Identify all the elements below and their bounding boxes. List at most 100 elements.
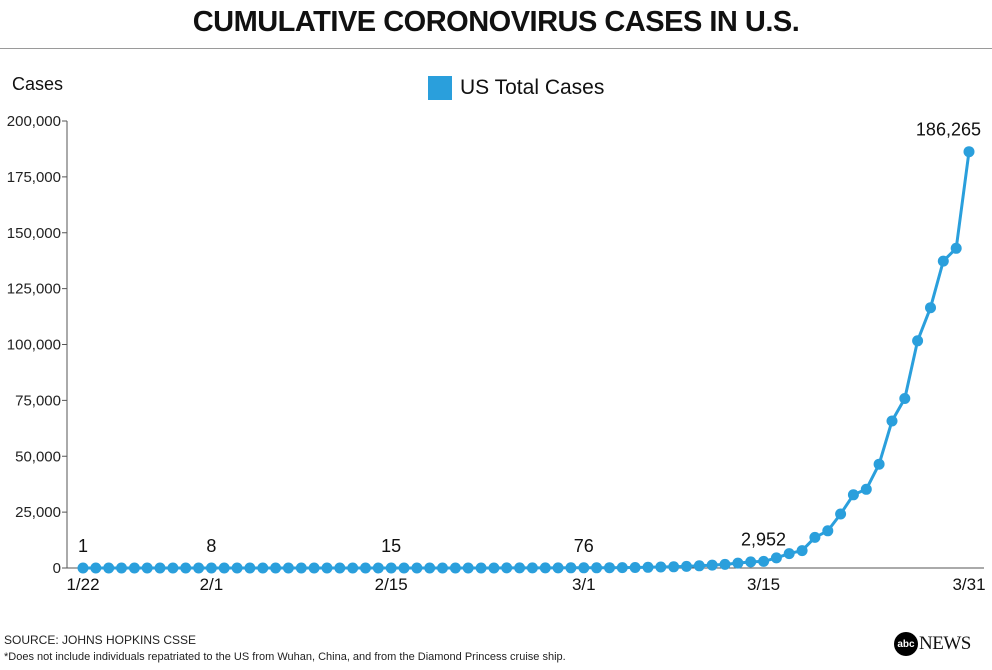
data-point	[745, 556, 757, 568]
data-point	[719, 558, 731, 570]
source-text: SOURCE: JOHNS HOPKINS CSSE	[4, 633, 197, 647]
data-point	[681, 560, 692, 572]
legend: US Total Cases	[428, 76, 604, 100]
data-point	[90, 562, 102, 574]
labels-group: 1/22 2/1 2/15 3/1 3/15 3/31 1 8 15 76 2,952 186,265	[66, 120, 985, 594]
data-point	[899, 393, 911, 404]
data-point	[218, 562, 230, 574]
data-point	[282, 562, 294, 574]
data-point	[449, 562, 461, 574]
x-tick-label: 3/15	[747, 575, 780, 594]
series-line	[83, 151, 971, 570]
y-tick-label: 200,000	[7, 113, 61, 130]
data-point	[693, 560, 705, 572]
data-point	[925, 302, 936, 314]
abc-logo-circle: abc	[894, 632, 918, 656]
data-point	[526, 562, 538, 574]
data-point	[116, 562, 127, 574]
data-point	[398, 562, 410, 574]
data-point	[950, 242, 962, 254]
data-point	[578, 562, 590, 574]
series-points-group	[77, 146, 975, 574]
data-label: 1	[78, 536, 88, 556]
data-point	[321, 562, 333, 574]
x-tick-label: 3/31	[952, 575, 985, 594]
data-point	[385, 562, 397, 574]
data-point	[668, 561, 680, 573]
data-point	[616, 562, 628, 574]
data-point	[873, 458, 885, 470]
data-point	[360, 562, 371, 574]
y-tick-label: 175,000	[7, 169, 61, 186]
data-point	[655, 561, 667, 573]
y-tick-label: 125,000	[7, 281, 61, 298]
data-label: 15	[381, 536, 401, 556]
y-tick-label: 25,000	[15, 504, 61, 521]
data-point	[295, 562, 307, 574]
data-point	[270, 562, 282, 574]
data-point	[488, 562, 500, 574]
x-tick-label: 2/15	[375, 575, 408, 594]
data-point	[604, 562, 615, 574]
y-tick-label: 100,000	[7, 337, 61, 354]
title-divider	[0, 48, 992, 49]
data-point	[231, 562, 243, 574]
data-point	[257, 562, 269, 574]
legend-label: US Total Cases	[460, 76, 605, 99]
data-point	[347, 562, 359, 574]
data-point	[963, 146, 975, 158]
data-point	[539, 562, 551, 574]
data-point	[180, 562, 192, 574]
data-point	[475, 562, 487, 574]
data-point	[822, 525, 834, 537]
x-tick-label: 1/22	[66, 575, 99, 594]
data-point	[141, 562, 153, 574]
data-point	[103, 562, 115, 574]
data-point	[937, 255, 949, 267]
data-point	[706, 559, 718, 571]
x-tick-label: 2/1	[200, 575, 224, 594]
data-point	[629, 562, 641, 573]
data-point	[847, 489, 859, 501]
data-point	[154, 562, 166, 574]
data-point	[514, 562, 526, 574]
data-point	[462, 562, 474, 574]
x-tick-label: 3/1	[572, 575, 596, 594]
legend-swatch	[428, 76, 452, 100]
data-point	[205, 562, 217, 574]
data-point	[783, 548, 795, 560]
data-label: 76	[574, 536, 594, 556]
data-point	[308, 562, 320, 574]
data-label: 186,265	[916, 120, 981, 140]
data-point	[167, 562, 179, 574]
data-point	[437, 562, 448, 574]
abc-news-logo: abc NEWS	[894, 632, 971, 656]
data-point	[193, 562, 205, 574]
series-line-group	[83, 151, 971, 570]
y-tick-label: 50,000	[15, 448, 61, 465]
y-tick-label: 150,000	[7, 225, 61, 242]
data-point	[758, 555, 770, 567]
data-point	[835, 508, 847, 520]
data-point	[912, 335, 924, 347]
data-point	[334, 562, 346, 574]
y-tick-label: 75,000	[15, 392, 61, 409]
data-label: 2,952	[741, 529, 786, 549]
data-point	[809, 531, 821, 543]
footnote-text: *Does not include individuals repatriate…	[4, 651, 566, 663]
chart-title: CUMULATIVE CORONOVIRUS CASES IN U.S.	[192, 6, 800, 38]
data-point	[77, 562, 89, 574]
data-point	[796, 545, 808, 557]
axes: 0 25,000 50,000 75,000 100,000 125,000 150,000…	[7, 113, 984, 577]
data-point	[565, 562, 577, 574]
data-point	[128, 562, 140, 574]
news-logo-text: NEWS	[919, 633, 971, 654]
data-point	[732, 557, 744, 569]
y-axis-label: Cases	[12, 74, 64, 94]
data-point	[411, 562, 423, 574]
data-point	[424, 562, 436, 574]
y-tick-label: 0	[53, 560, 61, 577]
data-point	[244, 562, 256, 574]
data-point	[886, 415, 898, 427]
